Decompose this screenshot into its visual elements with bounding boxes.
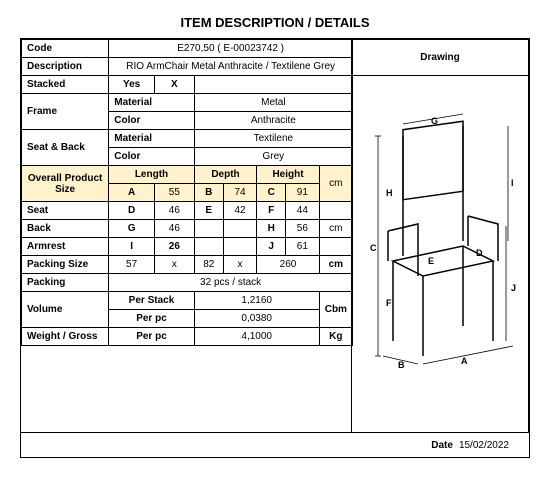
le: E [194, 202, 223, 220]
yes-label: Yes [109, 76, 155, 94]
weight-val: 4,1000 [194, 328, 319, 346]
e4 [194, 238, 223, 256]
vol-stack: 1,2160 [194, 292, 319, 310]
lh: H [257, 220, 286, 238]
page-title: ITEM DESCRIPTION / DETAILS [20, 15, 530, 30]
code-value: E270,50 ( E-00023742 ) [109, 40, 353, 58]
svg-text:C: C [370, 243, 377, 253]
spec-sheet: Code E270,50 ( E-00023742 ) Description … [20, 38, 530, 458]
packing-size-label: Packing Size [22, 256, 109, 274]
e5 [223, 238, 257, 256]
cm-2: cm [319, 220, 352, 238]
ve: 42 [223, 202, 257, 220]
frame-label: Frame [22, 94, 109, 130]
per-pc-label-2: Per pc [109, 328, 194, 346]
code-label: Code [22, 40, 109, 58]
svg-text:I: I [511, 178, 514, 188]
seatback-label: Seat & Back [22, 130, 109, 166]
packing-label: Packing [22, 274, 109, 292]
vol-pc: 0,0380 [194, 310, 319, 328]
psx2: x [223, 256, 257, 274]
li: I [109, 238, 155, 256]
frame-color: Anthracite [194, 112, 352, 130]
back-label: Back [22, 220, 109, 238]
ps3: 260 [257, 256, 319, 274]
material-label-1: Material [109, 94, 194, 112]
la: A [109, 184, 155, 202]
cbm: Cbm [319, 292, 352, 328]
weight-label: Weight / Gross [22, 328, 109, 346]
sb-color: Grey [194, 148, 352, 166]
lf: F [257, 202, 286, 220]
sb-material: Textilene [194, 130, 352, 148]
per-stack-label: Per Stack [109, 292, 194, 310]
armrest-label: Armrest [22, 238, 109, 256]
svg-text:A: A [461, 356, 468, 366]
empty1 [319, 202, 352, 220]
ps1: 57 [109, 256, 155, 274]
vh: 56 [286, 220, 320, 238]
lg: G [109, 220, 155, 238]
stacked-empty [194, 76, 352, 94]
e2 [194, 220, 223, 238]
svg-text:B: B [398, 360, 405, 370]
psx1: x [154, 256, 194, 274]
date-label: Date [431, 440, 453, 451]
lj: J [257, 238, 286, 256]
vb: 74 [223, 184, 257, 202]
desc-label: Description [22, 58, 109, 76]
svg-text:H: H [386, 188, 393, 198]
packing-value: 32 pcs / stack [109, 274, 353, 292]
desc-value: RIO ArmChair Metal Anthracite / Textilen… [109, 58, 353, 76]
e3 [223, 220, 257, 238]
lb: B [194, 184, 223, 202]
ld: D [109, 202, 155, 220]
volume-label: Volume [22, 292, 109, 328]
frame-material: Metal [194, 94, 352, 112]
stacked-label: Stacked [22, 76, 109, 94]
e6 [319, 238, 352, 256]
cm-3: cm [319, 256, 352, 274]
date-value: 15/02/2022 [459, 440, 509, 451]
material-label-2: Material [109, 130, 194, 148]
seat-label: Seat [22, 202, 109, 220]
svg-text:J: J [511, 283, 516, 293]
svg-text:E: E [428, 256, 434, 266]
color-label-1: Color [109, 112, 194, 130]
ps2: 82 [194, 256, 223, 274]
per-pc-label-1: Per pc [109, 310, 194, 328]
stacked-x: X [154, 76, 194, 94]
depth-label: Depth [194, 166, 257, 184]
svg-text:D: D [476, 248, 483, 258]
height-label: Height [257, 166, 319, 184]
date-row: Date 15/02/2022 [21, 432, 529, 457]
length-label: Length [109, 166, 194, 184]
cm-1: cm [319, 166, 352, 202]
vf: 44 [286, 202, 320, 220]
vg: 46 [154, 220, 194, 238]
svg-text:G: G [431, 116, 438, 126]
color-label-2: Color [109, 148, 194, 166]
kg: Kg [319, 328, 352, 346]
va: 55 [154, 184, 194, 202]
drawing-label: Drawing [352, 40, 528, 76]
vc: 91 [286, 184, 320, 202]
vi: 26 [154, 238, 194, 256]
drawing-column: Drawing C H F G [351, 39, 529, 433]
chair-drawing-icon: C H F G I J A B E D [358, 106, 523, 376]
svg-text:F: F [386, 298, 392, 308]
overall-label: Overall Product Size [22, 166, 109, 202]
lc: C [257, 184, 286, 202]
vd: 46 [154, 202, 194, 220]
vj: 61 [286, 238, 320, 256]
